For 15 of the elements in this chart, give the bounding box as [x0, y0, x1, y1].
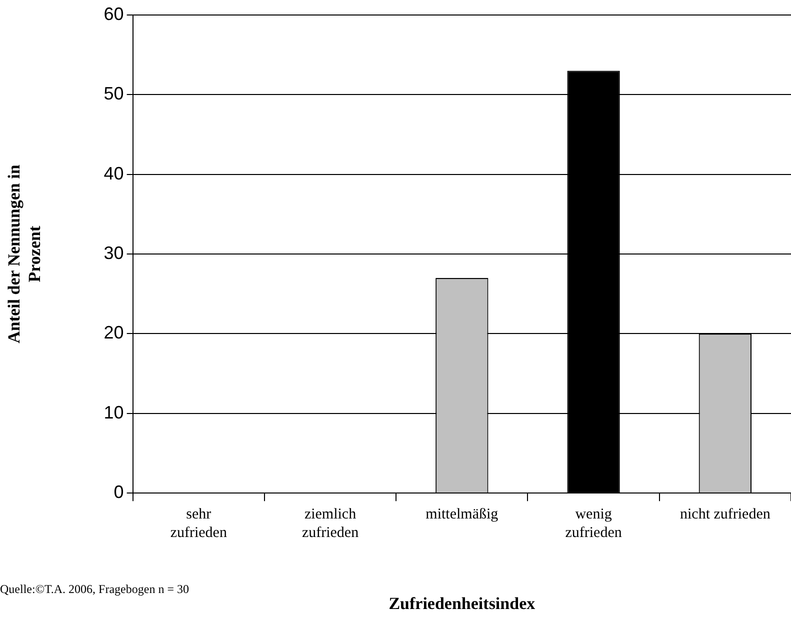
x-tick-label: sehr zufrieden [170, 506, 228, 542]
y-tick-label: 10 [104, 402, 124, 422]
y-tick-label: 20 [104, 322, 124, 343]
x-tick-label: ziemlich zufrieden [302, 506, 360, 542]
y-tick-label: 0 [114, 482, 124, 502]
x-tick-label: wenig zufrieden [565, 506, 622, 542]
x-axis-title: Zufriedenheitsindex [388, 594, 536, 614]
source-note: Quelle:©T.A. 2006, Fragebogen n = 30 [0, 582, 189, 596]
x-tick-label: nicht zufrieden [680, 506, 771, 522]
y-tick-label: 50 [104, 84, 124, 104]
x-tick-label: mittelmäßig [426, 506, 499, 522]
y-tick-label: 60 [104, 4, 124, 24]
y-tick-label: 40 [104, 163, 124, 184]
y-tick-label: 30 [104, 243, 124, 264]
y-axis-title: Anteil der Nennungen in Prozent [4, 164, 44, 344]
